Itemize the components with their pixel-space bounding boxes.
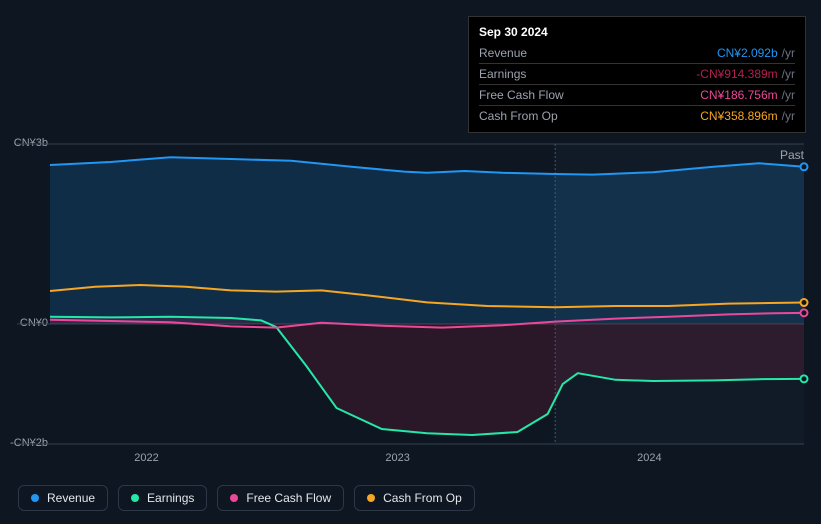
tooltip-value: CN¥2.092b/yr — [717, 44, 795, 62]
tooltip: Sep 30 2024 Revenue CN¥2.092b/yr Earnings -… — [468, 16, 806, 133]
legend-item-fcf[interactable]: Free Cash Flow — [217, 485, 344, 511]
legend-item-cfo[interactable]: Cash From Op — [354, 485, 475, 511]
x-axis-label: 2023 — [385, 452, 409, 464]
x-axis-label: 2022 — [134, 452, 158, 464]
legend-label: Free Cash Flow — [246, 491, 331, 505]
tooltip-label: Free Cash Flow — [479, 86, 564, 104]
legend-dot-icon — [367, 494, 375, 502]
tooltip-row: Cash From Op CN¥358.896m/yr — [479, 105, 795, 126]
tooltip-row: Revenue CN¥2.092b/yr — [479, 43, 795, 63]
legend-label: Revenue — [47, 491, 95, 505]
legend-item-revenue[interactable]: Revenue — [18, 485, 108, 511]
tooltip-value: CN¥186.756m/yr — [700, 86, 795, 104]
legend: Revenue Earnings Free Cash Flow Cash From O… — [18, 485, 475, 511]
legend-item-earnings[interactable]: Earnings — [118, 485, 207, 511]
tooltip-label: Revenue — [479, 44, 527, 62]
tooltip-label: Cash From Op — [479, 107, 558, 125]
tooltip-row: Free Cash Flow CN¥186.756m/yr — [479, 84, 795, 105]
tooltip-date: Sep 30 2024 — [479, 23, 795, 41]
legend-dot-icon — [131, 494, 139, 502]
legend-label: Cash From Op — [383, 491, 462, 505]
x-axis-label: 2024 — [637, 452, 661, 464]
chart-container: Sep 30 2024 Revenue CN¥2.092b/yr Earnings -… — [0, 0, 821, 524]
legend-dot-icon — [230, 494, 238, 502]
tooltip-value: -CN¥914.389m/yr — [696, 65, 795, 83]
tooltip-row: Earnings -CN¥914.389m/yr — [479, 63, 795, 84]
legend-label: Earnings — [147, 491, 194, 505]
legend-dot-icon — [31, 494, 39, 502]
tooltip-value: CN¥358.896m/yr — [700, 107, 795, 125]
tooltip-label: Earnings — [479, 65, 526, 83]
